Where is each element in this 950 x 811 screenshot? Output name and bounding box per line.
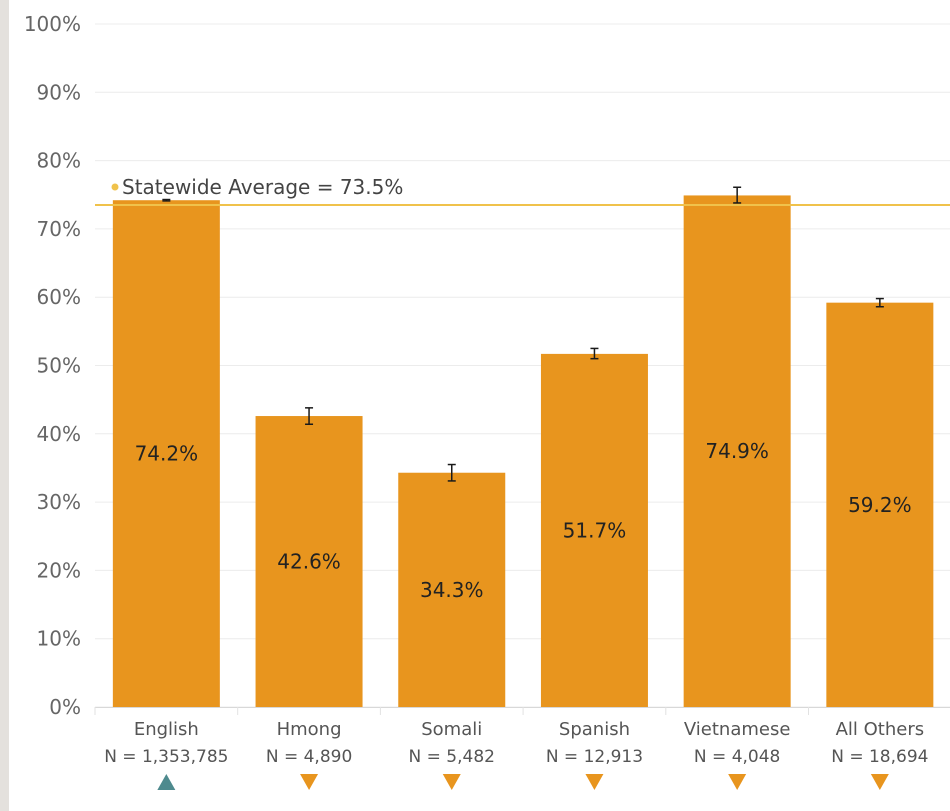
y-tick-label: 10% [37, 627, 81, 651]
category-label: Vietnamese [684, 719, 791, 740]
statewide-average: Statewide Average = 73.5% [95, 175, 950, 206]
bar-5 [826, 302, 934, 707]
triangle-down-icon [728, 774, 747, 790]
n-label: N = 1,353,785 [104, 747, 228, 767]
bar-4 [683, 195, 791, 708]
y-tick-label: 100% [24, 12, 81, 36]
y-tick-label: 50% [37, 354, 81, 378]
triangle-down-icon [585, 774, 604, 790]
error-bar-3 [590, 347, 599, 360]
y-tick-label: 60% [37, 285, 81, 309]
n-label: N = 12,913 [546, 747, 643, 767]
error-bar-4 [733, 186, 742, 204]
triangle-up-icon [157, 774, 176, 790]
bar-2 [398, 472, 506, 707]
n-label: N = 4,890 [266, 747, 352, 767]
bar-0 [112, 200, 220, 708]
y-tick-label: 20% [37, 558, 81, 582]
value-label: 74.9% [705, 439, 769, 463]
error-bar-0 [162, 198, 171, 202]
category-label: All Others [836, 719, 925, 740]
y-axis: 0% 10% 20% 30% 40% 50% 60% 70% 80% 90% 100% [24, 12, 81, 719]
chart-frame: 0% 10% 20% 30% 40% 50% 60% 70% 80% 90% 100% Statew… [9, 0, 950, 811]
n-label: N = 5,482 [409, 747, 495, 767]
error-bar-2 [447, 463, 456, 482]
y-tick-label: 90% [37, 80, 81, 104]
bar-3 [540, 353, 648, 707]
category-label: Spanish [559, 719, 630, 740]
value-label: 42.6% [277, 550, 341, 574]
category-label: English [134, 719, 199, 740]
reference-label: Statewide Average = 73.5% [122, 175, 403, 199]
x-axis: English N = 1,353,785 Hmong N = 4,890 Somali… [104, 719, 928, 767]
triangle-down-icon [300, 774, 319, 790]
y-tick-label: 40% [37, 422, 81, 446]
error-bar-5 [875, 297, 884, 308]
triangle-down-icon [442, 774, 461, 790]
category-label: Hmong [277, 719, 342, 740]
value-label: 34.3% [420, 578, 484, 602]
y-tick-label: 80% [37, 149, 81, 173]
value-labels: 74.2% 42.6% 34.3% 51.7% 74.9% 59.2% [135, 439, 912, 602]
error-bars [162, 186, 884, 482]
n-label: N = 4,048 [694, 747, 780, 767]
value-label: 74.2% [135, 442, 199, 466]
error-bar-1 [305, 407, 314, 425]
y-tick-label: 30% [37, 490, 81, 514]
bar-chart: 0% 10% 20% 30% 40% 50% 60% 70% 80% 90% 100% Statew… [24, 12, 950, 790]
bar-1 [255, 416, 363, 707]
y-tick-label: 0% [49, 695, 81, 719]
n-label: N = 18,694 [831, 747, 928, 767]
y-tick-label: 70% [37, 217, 81, 241]
indicators [157, 774, 889, 790]
value-label: 51.7% [563, 518, 627, 542]
triangle-down-icon [870, 774, 889, 790]
reference-dot-icon [111, 183, 119, 191]
bars [112, 195, 934, 708]
category-label: Somali [421, 719, 482, 740]
gridlines [94, 23, 950, 715]
value-label: 59.2% [848, 493, 912, 517]
